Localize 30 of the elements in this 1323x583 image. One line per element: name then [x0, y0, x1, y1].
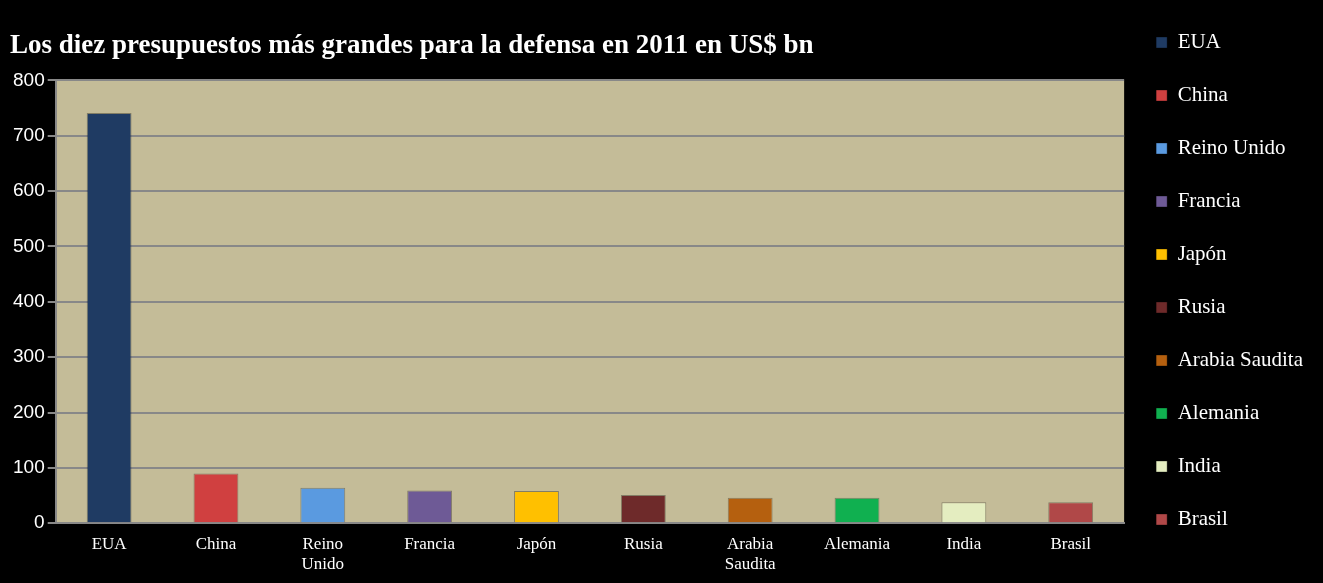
- y-tick-label: 600: [13, 179, 45, 201]
- x-tick-label: Reino Unido: [301, 533, 345, 574]
- y-tick-label: 200: [13, 400, 45, 422]
- legend-label: Japón: [1177, 241, 1228, 266]
- y-tick-label: 800: [13, 68, 45, 90]
- x-tick-label: Japón: [516, 533, 557, 553]
- y-tick-label: 300: [13, 345, 45, 367]
- y-tick-label: 100: [13, 456, 45, 478]
- x-tick-label: Alemania: [823, 533, 891, 553]
- x-tick-label: Francia: [404, 533, 456, 553]
- y-tick-label: 700: [13, 123, 45, 145]
- legend-label: Reino Unido: [1177, 135, 1286, 160]
- legend-label: China: [1177, 82, 1229, 107]
- x-tick-label: Rusia: [623, 533, 664, 553]
- legend-label: EUA: [1177, 29, 1222, 54]
- y-tick-label: 400: [13, 290, 45, 312]
- legend-label: Francia: [1177, 188, 1242, 213]
- x-tick-label: EUA: [91, 533, 128, 553]
- legend-label: India: [1177, 453, 1222, 478]
- x-tick-label: Brasil: [1050, 533, 1092, 553]
- x-tick-label: China: [195, 533, 237, 553]
- y-tick-label: 0: [34, 511, 45, 533]
- legend-label: Brasil: [1177, 506, 1228, 531]
- legend-label: Alemania: [1177, 400, 1260, 425]
- legend-label: Arabia Saudita: [1177, 347, 1304, 372]
- x-tick-label: India: [946, 533, 982, 553]
- x-tick-label: Arabia Saudita: [724, 533, 777, 574]
- legend-label: Rusia: [1177, 294, 1227, 319]
- chart-title: Los diez presupuestos más grandes para la defensa en 2011 en US$ bn: [10, 29, 814, 60]
- y-tick-label: 500: [13, 234, 45, 256]
